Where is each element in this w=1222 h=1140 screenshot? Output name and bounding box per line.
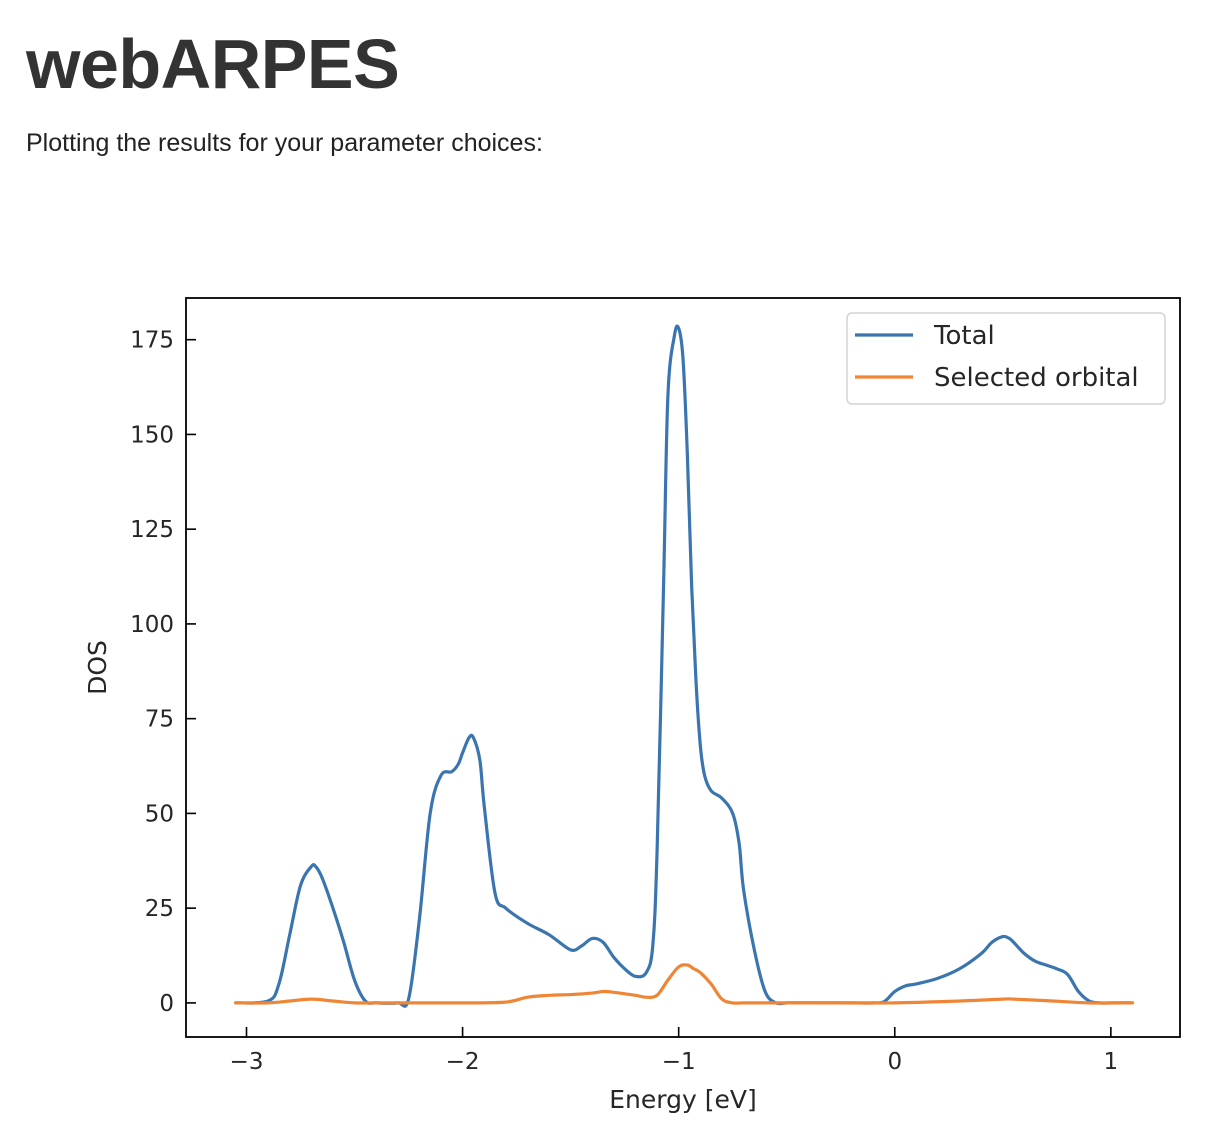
series-line-total bbox=[234, 324, 1135, 1008]
x-tick-label: 0 bbox=[887, 1049, 902, 1075]
y-tick-label: 100 bbox=[130, 612, 174, 638]
legend-box bbox=[846, 312, 1166, 405]
y-tick-label: 25 bbox=[145, 896, 174, 922]
x-tick-label: −1 bbox=[662, 1049, 696, 1075]
x-tick-label: 1 bbox=[1104, 1049, 1119, 1075]
legend-label-selected-orbital: Selected orbital bbox=[934, 363, 1139, 393]
legend-label-total: Total bbox=[933, 321, 995, 351]
y-tick-label: 50 bbox=[145, 801, 174, 827]
y-tick-label: 75 bbox=[145, 707, 174, 733]
x-axis-label: Energy [eV] bbox=[609, 1085, 756, 1114]
intro-text: Plotting the results for your parameter … bbox=[26, 129, 543, 157]
x-tick-label: −3 bbox=[230, 1049, 264, 1075]
y-tick-label: 150 bbox=[130, 422, 174, 448]
y-tick-label: 0 bbox=[159, 991, 174, 1017]
y-tick-label: 175 bbox=[130, 328, 174, 354]
x-tick-label: −2 bbox=[446, 1049, 480, 1075]
page-title: webARPES bbox=[26, 25, 400, 103]
series-line-selected-orbital bbox=[234, 963, 1135, 1005]
plot-frame bbox=[185, 297, 1181, 1038]
y-tick-label: 125 bbox=[130, 517, 174, 543]
y-axis-label: DOS bbox=[83, 640, 112, 695]
